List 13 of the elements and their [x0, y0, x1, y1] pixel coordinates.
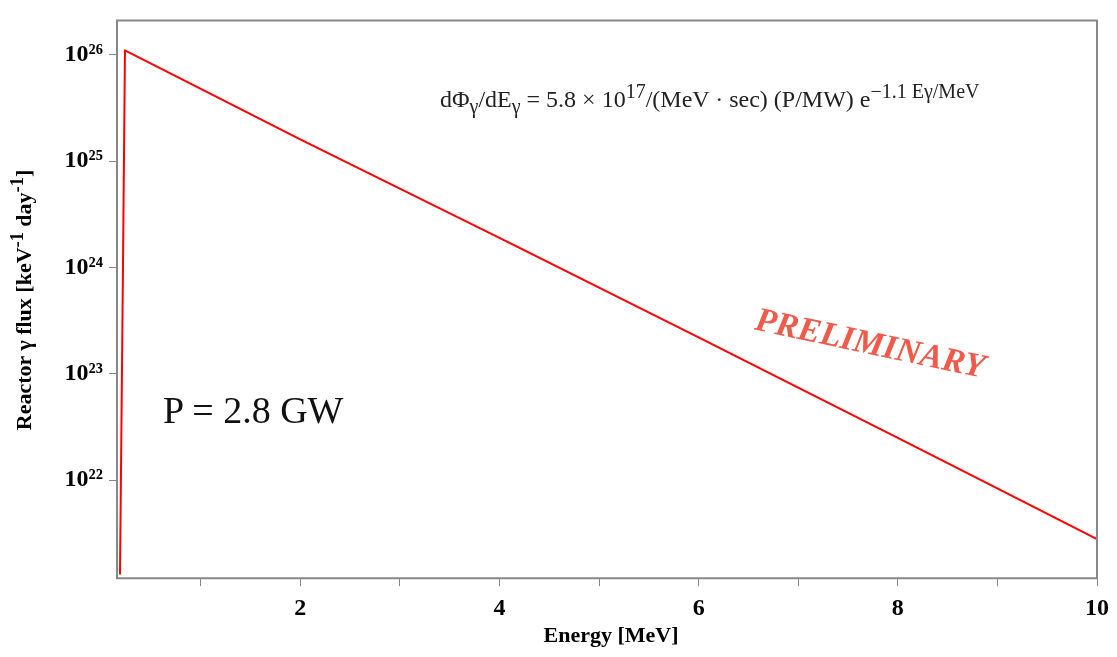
x-tick-label: 10 — [1085, 593, 1109, 620]
x-axis-title: Energy [MeV] — [543, 622, 679, 648]
x-tick-label: 2 — [294, 593, 307, 620]
x-tick-label: 8 — [891, 593, 904, 620]
annotation: dΦ$_{γ}$/dE$_{γ}$ = 5.8 × 10$^{17}$/(MeV · sec) (P/MW) e$^{−1.1 Eγ/MeV}$ — [440, 80, 980, 118]
x-tick-label: 4 — [493, 593, 506, 620]
y-tick-label: 10²⁴ — [64, 252, 103, 279]
x-tick-label: 6 — [692, 593, 705, 620]
annotation: P = 2.8 GW — [163, 388, 344, 432]
y-tick-label: 10²² — [64, 465, 103, 492]
y-tick-label: 10²⁵ — [64, 146, 103, 173]
y-tick-label: 10²³ — [64, 359, 103, 386]
y-tick-label: 10²⁶ — [64, 39, 103, 66]
